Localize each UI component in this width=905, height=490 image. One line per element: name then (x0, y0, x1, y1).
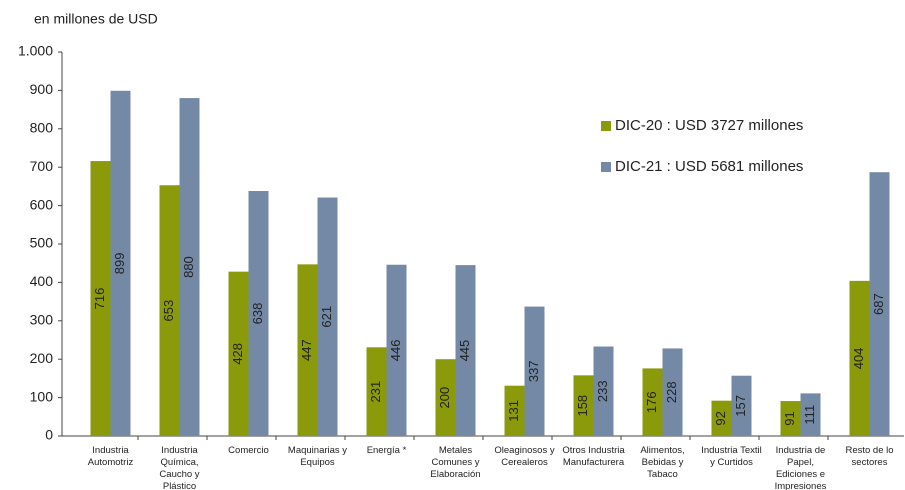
bar (248, 191, 269, 436)
x-tick-label: Comercio (228, 445, 269, 456)
bar (524, 306, 545, 436)
bar (455, 265, 476, 436)
bar (662, 348, 683, 436)
bar (504, 385, 525, 436)
bar (159, 185, 180, 436)
bar (711, 400, 732, 436)
bar (573, 375, 594, 436)
y-tick-label: 200 (30, 350, 54, 366)
value-label: 228 (664, 381, 679, 403)
y-tick-label: 100 (30, 388, 54, 404)
value-label: 621 (319, 306, 334, 328)
bar (731, 375, 752, 436)
bar (593, 346, 614, 436)
value-label: 337 (526, 360, 541, 382)
bar (317, 197, 338, 436)
value-label: 445 (457, 340, 472, 362)
value-label: 428 (230, 343, 245, 365)
value-label: 233 (595, 380, 610, 402)
x-tick-label: Industria Automotriz (88, 445, 134, 468)
value-label: 176 (644, 391, 659, 413)
x-tick-label: Industria Textil y Curtidos (701, 445, 762, 468)
y-tick-label: 700 (30, 158, 54, 174)
y-tick-label: 500 (30, 235, 54, 251)
value-label: 653 (161, 300, 176, 322)
bar (800, 393, 821, 436)
y-tick-label: 1.000 (18, 43, 53, 59)
bar (642, 368, 663, 436)
bar (297, 264, 318, 436)
x-tick-label: Industria de Papel, Ediciones e Impresiones (775, 445, 827, 490)
bar (849, 280, 870, 436)
bar (366, 347, 387, 436)
bar (869, 172, 890, 436)
value-label: 92 (713, 411, 728, 425)
bar (228, 271, 249, 436)
value-label: 158 (575, 395, 590, 417)
y-tick-label: 0 (45, 427, 53, 443)
x-tick-label: Alimentos, Bebidas y Tabaco (640, 445, 684, 480)
legend-label: DIC-21 : USD 5681 millones (615, 158, 803, 175)
value-label: 687 (871, 293, 886, 315)
legend-swatch (601, 121, 611, 131)
value-label: 404 (851, 348, 866, 370)
bar (179, 98, 200, 436)
bar (90, 161, 111, 436)
bar (386, 264, 407, 436)
value-label: 157 (733, 395, 748, 417)
value-label: 200 (437, 387, 452, 409)
legend-label: DIC-20 : USD 3727 millones (615, 117, 803, 134)
value-label: 447 (299, 339, 314, 361)
x-tick-label: Metales Comunes y Elaboración (430, 445, 480, 480)
x-tick-label: Otros Industria Manufacturera (562, 445, 625, 468)
y-tick-label: 600 (30, 196, 54, 212)
y-axis-label: en millones de USD (34, 11, 158, 27)
x-tick-label: Industria Química, Caucho y Plástico (159, 445, 199, 490)
legend-swatch (601, 162, 611, 172)
value-label: 231 (368, 381, 383, 403)
y-tick-label: 800 (30, 120, 54, 136)
x-tick-label: Oleaginosos y Cerealeros (494, 445, 554, 468)
value-label: 111 (802, 405, 817, 425)
value-label: 716 (92, 288, 107, 310)
x-tick-label: Energía * (367, 445, 407, 456)
bar (780, 401, 801, 436)
x-tick-label: Maquinarias y Equipos (288, 445, 347, 468)
value-label: 899 (112, 253, 127, 275)
value-label: 91 (782, 411, 797, 425)
bar (435, 359, 456, 436)
bar (110, 90, 131, 436)
y-tick-label: 300 (30, 312, 54, 328)
y-tick-label: 400 (30, 273, 54, 289)
value-label: 638 (250, 303, 265, 325)
y-tick-label: 900 (30, 81, 54, 97)
value-label: 446 (388, 340, 403, 362)
x-tick-label: Resto de lo sectores (845, 445, 893, 468)
value-label: 880 (181, 256, 196, 278)
value-label: 131 (506, 400, 521, 422)
